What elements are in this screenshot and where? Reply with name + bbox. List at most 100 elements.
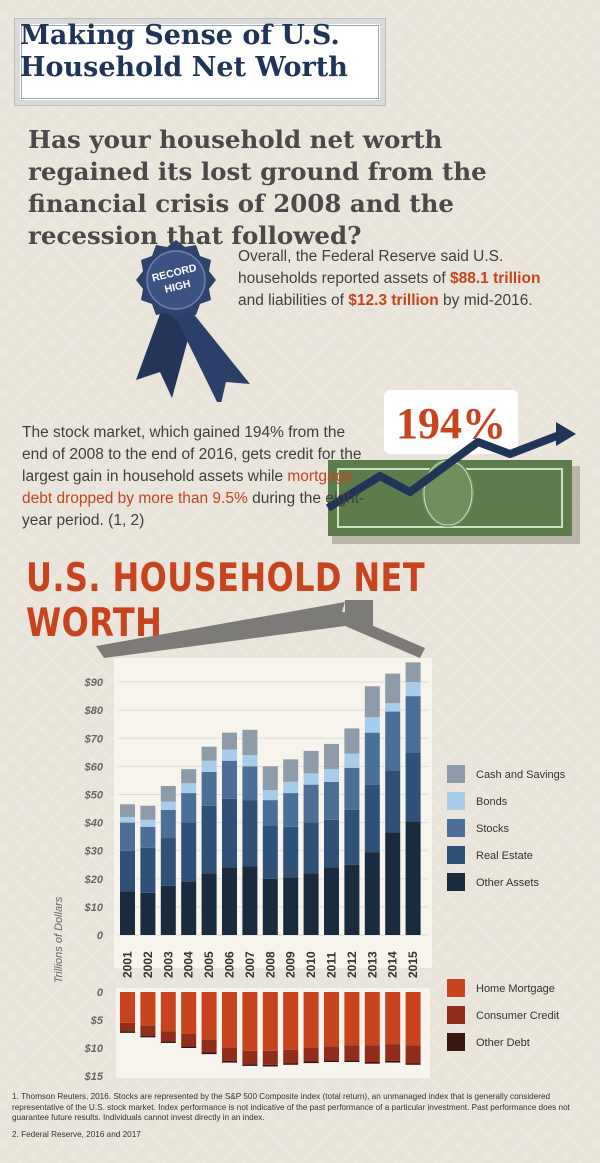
asset-bar-cash-and-savings xyxy=(120,804,135,817)
asset-bar-bonds xyxy=(160,801,176,810)
asset-bar-real-estate xyxy=(242,800,258,867)
liability-bar-home-mortgage xyxy=(140,992,156,1026)
asset-bar-other-assets xyxy=(385,832,401,935)
asset-bar-cash-and-savings xyxy=(140,805,156,820)
liability-bar-other-debt xyxy=(405,1063,421,1065)
legend-swatch xyxy=(447,979,465,997)
stock-gain-percent: 194% xyxy=(396,399,506,448)
year-label: 2004 xyxy=(182,951,196,978)
liability-bar-other-debt xyxy=(181,1046,197,1048)
liability-bar-consumer-credit xyxy=(160,1031,176,1042)
asset-bar-other-assets xyxy=(303,873,319,935)
year-label: 2001 xyxy=(121,951,135,978)
page-title: Making Sense of U.S. Household Net Worth xyxy=(20,20,360,84)
asset-tick-label: $50 xyxy=(84,789,104,801)
legend-swatch xyxy=(447,792,465,810)
chimney xyxy=(345,600,373,626)
liability-bar-home-mortgage xyxy=(201,992,217,1040)
year-label: 2014 xyxy=(386,951,400,978)
liability-bar-other-debt xyxy=(385,1060,401,1063)
asset-bar-bonds xyxy=(181,783,197,794)
liability-bar-consumer-credit xyxy=(324,1046,339,1061)
year-label: 2005 xyxy=(202,951,216,978)
asset-bar-stocks xyxy=(181,793,197,823)
overall-text-before: Overall, the Federal Reserve said U.S. h… xyxy=(238,248,504,287)
legend-label: Other Assets xyxy=(476,877,539,889)
footnote-2: 2. Federal Reserve, 2016 and 2017 xyxy=(12,1130,141,1139)
liability-bar-home-mortgage xyxy=(181,992,197,1034)
asset-bar-real-estate xyxy=(140,847,156,893)
asset-bar-other-assets xyxy=(242,866,258,935)
liability-bars xyxy=(116,988,430,1078)
legend-swatch xyxy=(447,873,465,891)
mortgage-highlight: mortgage debt dropped by more than 9.5% xyxy=(22,468,353,507)
stock-text-before: The stock market, which gained 194% from… xyxy=(22,424,362,485)
legend-swatch xyxy=(447,819,465,837)
asset-bar-bonds xyxy=(140,819,156,827)
asset-tick-label: $30 xyxy=(84,846,104,858)
liability-bar-other-debt xyxy=(283,1063,299,1065)
asset-bar-stocks xyxy=(222,760,237,799)
page-title-line-2: Household Net Worth xyxy=(20,52,348,83)
title-box-border xyxy=(21,25,379,99)
money-growth-illustration: 194% xyxy=(325,390,580,544)
year-label: 2009 xyxy=(284,951,298,978)
asset-bar-real-estate xyxy=(283,826,299,878)
liability-bar-home-mortgage xyxy=(303,992,319,1048)
liability-bar-consumer-credit xyxy=(262,1050,278,1065)
asset-tick-label: $40 xyxy=(84,818,104,830)
asset-tick-label: $80 xyxy=(84,705,104,717)
legend-label: Cash and Savings xyxy=(476,769,566,781)
asset-bar-bonds xyxy=(324,769,339,782)
asset-bar-real-estate xyxy=(344,809,360,865)
liability-bar-other-debt xyxy=(344,1060,360,1062)
section-title: U.S. HOUSEHOLD NET WORTH xyxy=(26,556,426,646)
liability-bar-consumer-credit xyxy=(181,1034,197,1047)
asset-bar-cash-and-savings xyxy=(201,746,217,761)
liability-tick-label: 0 xyxy=(97,987,104,999)
asset-bar-cash-and-savings xyxy=(242,729,258,756)
asset-tick-label: $20 xyxy=(84,874,104,886)
asset-bar-stocks xyxy=(201,771,217,806)
asset-bar-other-assets xyxy=(120,891,135,935)
liability-bar-home-mortgage xyxy=(262,992,278,1051)
page-title-line-1: Making Sense of U.S. xyxy=(20,20,340,51)
asset-bar-real-estate xyxy=(262,825,278,879)
asset-bar-other-assets xyxy=(405,821,421,935)
liabilities-value: $12.3 trillion xyxy=(348,292,439,309)
asset-bar-real-estate xyxy=(120,850,135,892)
asset-bar-stocks xyxy=(405,696,421,753)
liability-bar-home-mortgage xyxy=(242,992,258,1051)
asset-bar-real-estate xyxy=(222,798,237,868)
liability-bar-home-mortgage xyxy=(222,992,237,1048)
asset-axis-ticks: $90 $80 $70 $60 $50 $40 $30 $20 $10 0 xyxy=(84,677,104,942)
liability-bar-home-mortgage xyxy=(405,992,421,1046)
year-label: 2015 xyxy=(406,951,420,978)
liability-bar-other-debt xyxy=(242,1064,258,1066)
asset-bar-cash-and-savings xyxy=(160,786,176,802)
legend-swatch xyxy=(447,1033,465,1051)
year-label: 2002 xyxy=(141,951,155,978)
asset-bar-other-assets xyxy=(262,878,278,935)
year-label: 2007 xyxy=(243,951,257,978)
asset-bar-cash-and-savings xyxy=(303,750,319,774)
asset-bar-real-estate xyxy=(201,805,217,874)
liability-bar-other-debt xyxy=(120,1031,135,1033)
liability-bar-other-debt xyxy=(324,1060,339,1062)
asset-bar-other-assets xyxy=(344,864,360,935)
asset-bar-stocks xyxy=(242,766,258,801)
asset-bar-real-estate xyxy=(405,752,421,822)
liability-bar-consumer-credit xyxy=(405,1045,421,1064)
liability-bar-consumer-credit xyxy=(385,1044,401,1061)
legend-label: Bonds xyxy=(476,796,508,808)
liability-bar-consumer-credit xyxy=(364,1045,380,1062)
legend-swatch xyxy=(447,1006,465,1024)
asset-bar-bonds xyxy=(303,773,319,785)
asset-bar-stocks xyxy=(344,767,360,810)
liability-bar-consumer-credit xyxy=(201,1039,217,1053)
asset-bar-bonds xyxy=(120,816,135,823)
asset-bar-bonds xyxy=(405,682,421,697)
liability-bar-consumer-credit xyxy=(242,1050,258,1065)
legend-label: Other Debt xyxy=(476,1037,530,1049)
